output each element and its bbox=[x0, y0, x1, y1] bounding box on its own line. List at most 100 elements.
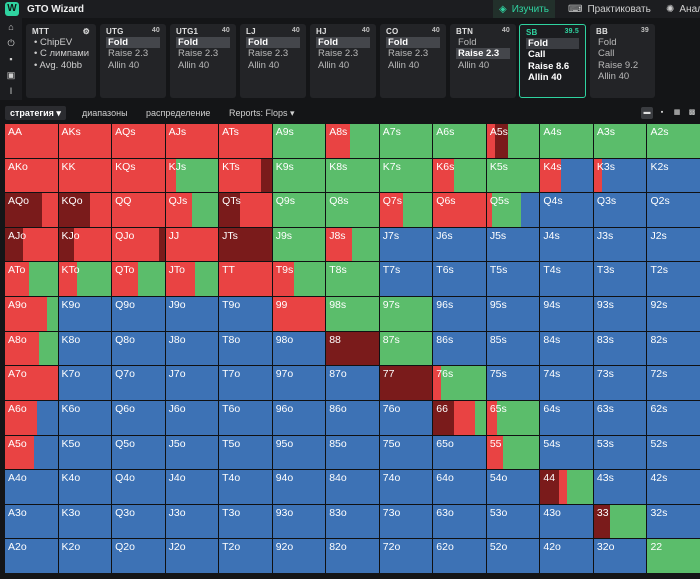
hand-cell-95o[interactable]: 95o bbox=[272, 435, 326, 470]
hand-cell-T6s[interactable]: T6s bbox=[433, 262, 486, 297]
hand-cell-63o[interactable]: 63o bbox=[433, 504, 486, 539]
hand-cell-KTs[interactable]: KTs bbox=[219, 158, 272, 193]
hand-cell-K7o[interactable]: K7o bbox=[58, 366, 112, 400]
hand-cell-K6s[interactable]: K6s bbox=[433, 158, 486, 193]
action-option[interactable]: Raise 2.3 bbox=[178, 48, 219, 59]
hand-cell-88[interactable]: 88 bbox=[326, 331, 379, 366]
hand-cell-A2s[interactable]: A2s bbox=[647, 124, 700, 158]
hand-cell-85o[interactable]: 85o bbox=[326, 435, 379, 470]
hand-cell-Q3o[interactable]: Q3o bbox=[112, 504, 165, 539]
hand-cell-K2o[interactable]: K2o bbox=[58, 539, 112, 573]
hand-cell-A2o[interactable]: A2o bbox=[5, 539, 58, 573]
hand-cell-86o[interactable]: 86o bbox=[326, 400, 379, 435]
action-option[interactable]: Allin 40 bbox=[178, 59, 210, 71]
hand-cell-T9s[interactable]: T9s bbox=[272, 262, 326, 297]
hand-cell-72s[interactable]: 72s bbox=[647, 366, 700, 400]
hand-cell-32s[interactable]: 32s bbox=[647, 504, 700, 539]
hand-cell-AKo[interactable]: AKo bbox=[5, 158, 58, 193]
hand-cell-KQo[interactable]: KQo bbox=[58, 193, 112, 227]
hand-cell-62o[interactable]: 62o bbox=[433, 539, 486, 573]
view-split-icon[interactable]: ▪ bbox=[660, 109, 664, 116]
action-option[interactable]: Allin 40 bbox=[598, 71, 630, 82]
action-option[interactable]: Fold bbox=[106, 36, 160, 48]
hand-cell-T9o[interactable]: T9o bbox=[219, 297, 272, 331]
action-option[interactable]: Fold bbox=[458, 36, 477, 48]
hand-cell-J8o[interactable]: J8o bbox=[165, 331, 219, 366]
hand-cell-KTo[interactable]: KTo bbox=[58, 262, 112, 297]
hand-cell-63s[interactable]: 63s bbox=[593, 400, 647, 435]
action-option[interactable]: Allin 40 bbox=[388, 59, 420, 71]
hand-cell-AKs[interactable]: AKs bbox=[58, 124, 112, 158]
hand-cell-T8s[interactable]: T8s bbox=[326, 262, 379, 297]
hand-cell-99[interactable]: 99 bbox=[272, 297, 326, 331]
position-card-utg1[interactable]: UTG1 40 Fold Raise 2.3 Allin 40 bbox=[170, 24, 236, 98]
hand-cell-KQs[interactable]: KQs bbox=[112, 158, 165, 193]
hand-cell-22[interactable]: 22 bbox=[647, 539, 700, 573]
action-option[interactable]: Raise 2.3 bbox=[388, 48, 429, 59]
hand-cell-ATs[interactable]: ATs bbox=[219, 124, 272, 158]
hand-cell-A4o[interactable]: A4o bbox=[5, 470, 58, 504]
hand-cell-75o[interactable]: 75o bbox=[379, 435, 433, 470]
action-option[interactable]: Allin 40 bbox=[248, 59, 280, 71]
hand-cell-T3s[interactable]: T3s bbox=[593, 262, 647, 297]
hand-cell-J3o[interactable]: J3o bbox=[165, 504, 219, 539]
hand-cell-T3o[interactable]: T3o bbox=[219, 504, 272, 539]
hand-cell-52s[interactable]: 52s bbox=[647, 435, 700, 470]
hand-cell-53s[interactable]: 53s bbox=[593, 435, 647, 470]
action-option[interactable]: Allin 40 bbox=[318, 59, 350, 71]
hand-cell-J2s[interactable]: J2s bbox=[647, 227, 700, 262]
hand-cell-76s[interactable]: 76s bbox=[433, 366, 486, 400]
hand-cell-32o[interactable]: 32o bbox=[593, 539, 647, 573]
hand-cell-K9o[interactable]: K9o bbox=[58, 297, 112, 331]
hand-cell-84s[interactable]: 84s bbox=[540, 331, 593, 366]
hand-cell-K7s[interactable]: K7s bbox=[379, 158, 433, 193]
hand-cell-92o[interactable]: 92o bbox=[272, 539, 326, 573]
hand-cell-KK[interactable]: KK bbox=[58, 158, 112, 193]
hand-cell-Q2s[interactable]: Q2s bbox=[647, 193, 700, 227]
hand-cell-JJ[interactable]: JJ bbox=[165, 227, 219, 262]
hand-cell-K5s[interactable]: K5s bbox=[486, 158, 540, 193]
hand-cell-77[interactable]: 77 bbox=[379, 366, 433, 400]
hand-cell-JTo[interactable]: JTo bbox=[165, 262, 219, 297]
hand-cell-93s[interactable]: 93s bbox=[593, 297, 647, 331]
tab-distribution[interactable]: распределение bbox=[146, 108, 211, 118]
hand-cell-55[interactable]: 55 bbox=[486, 435, 540, 470]
hand-cell-73o[interactable]: 73o bbox=[379, 504, 433, 539]
hand-cell-T6o[interactable]: T6o bbox=[219, 400, 272, 435]
hand-cell-T7o[interactable]: T7o bbox=[219, 366, 272, 400]
hand-cell-A5s[interactable]: A5s bbox=[486, 124, 540, 158]
action-option[interactable]: Raise 2.3 bbox=[108, 48, 149, 59]
hand-cell-T2o[interactable]: T2o bbox=[219, 539, 272, 573]
action-option[interactable]: Fold bbox=[598, 36, 617, 48]
hand-cell-T4o[interactable]: T4o bbox=[219, 470, 272, 504]
action-option[interactable]: Raise 9.2 bbox=[598, 59, 639, 71]
hand-cell-74s[interactable]: 74s bbox=[540, 366, 593, 400]
position-card-utg[interactable]: UTG 40 Fold Raise 2.3 Allin 40 bbox=[100, 24, 166, 98]
hand-cell-76o[interactable]: 76o bbox=[379, 400, 433, 435]
hand-cell-A5o[interactable]: A5o bbox=[5, 435, 58, 470]
hand-cell-83s[interactable]: 83s bbox=[593, 331, 647, 366]
hand-cell-86s[interactable]: 86s bbox=[433, 331, 486, 366]
hand-cell-94s[interactable]: 94s bbox=[540, 297, 593, 331]
hand-cell-54s[interactable]: 54s bbox=[540, 435, 593, 470]
hand-cell-K2s[interactable]: K2s bbox=[647, 158, 700, 193]
hand-cell-T8o[interactable]: T8o bbox=[219, 331, 272, 366]
hand-cell-65s[interactable]: 65s bbox=[486, 400, 540, 435]
hand-cell-A6o[interactable]: A6o bbox=[5, 400, 58, 435]
hand-cell-J8s[interactable]: J8s bbox=[326, 227, 379, 262]
hand-cell-QTo[interactable]: QTo bbox=[112, 262, 165, 297]
hand-cell-J9o[interactable]: J9o bbox=[165, 297, 219, 331]
view-single-icon[interactable]: ▬ bbox=[641, 107, 653, 119]
hand-cell-J4s[interactable]: J4s bbox=[540, 227, 593, 262]
hand-cell-44[interactable]: 44 bbox=[540, 470, 593, 504]
hand-cell-Q9s[interactable]: Q9s bbox=[272, 193, 326, 227]
position-card-sb[interactable]: SB 39.5 Fold Call Raise 8.6 Allin 40 bbox=[519, 24, 586, 98]
hand-cell-Q2o[interactable]: Q2o bbox=[112, 539, 165, 573]
hand-cell-A7o[interactable]: A7o bbox=[5, 366, 58, 400]
hand-cell-87s[interactable]: 87s bbox=[379, 331, 433, 366]
hand-cell-62s[interactable]: 62s bbox=[647, 400, 700, 435]
hand-cell-T7s[interactable]: T7s bbox=[379, 262, 433, 297]
position-card-hj[interactable]: HJ 40 Fold Raise 2.3 Allin 40 bbox=[310, 24, 376, 98]
hand-cell-J4o[interactable]: J4o bbox=[165, 470, 219, 504]
hand-cell-42s[interactable]: 42s bbox=[647, 470, 700, 504]
